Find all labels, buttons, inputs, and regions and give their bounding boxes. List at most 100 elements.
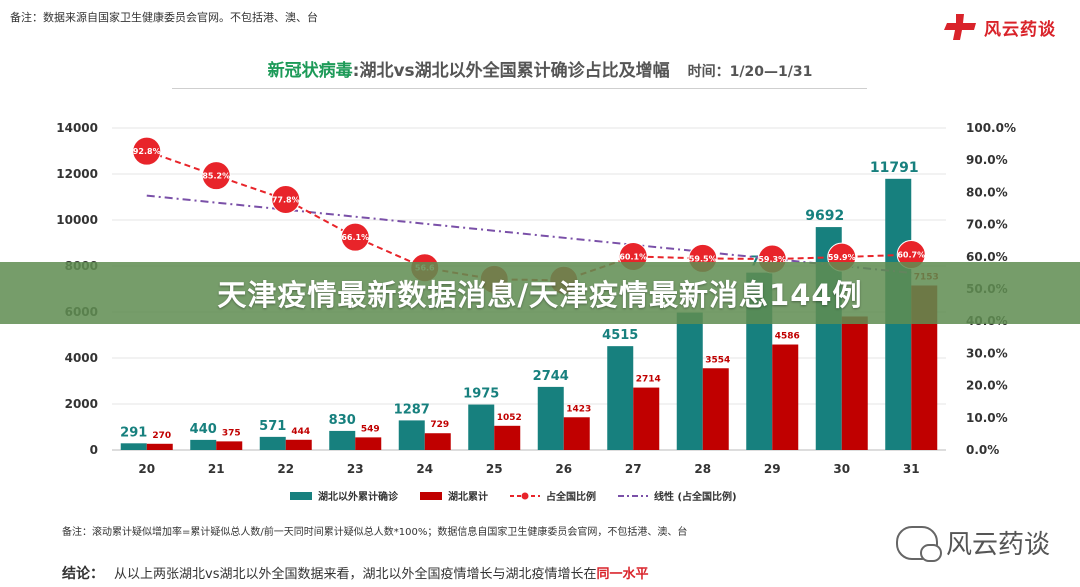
data-label-outside-hubei: 11791 (870, 160, 919, 176)
x-tick-label: 26 (555, 462, 572, 476)
data-label-outside-hubei: 830 (329, 413, 356, 428)
y-right-tick-label: 100.0% (966, 121, 1016, 135)
bar-hubei (216, 441, 243, 450)
banner-text: 天津疫情最新数据消息/天津疫情最新消息144例 (217, 278, 863, 312)
bar-outside-hubei (120, 443, 147, 450)
wechat-icon (895, 525, 942, 562)
title-main: :湖北vs湖北以外全国累计确诊占比及增幅 (352, 61, 670, 81)
bar-outside-hubei (607, 346, 634, 450)
overlay-banner: 天津疫情最新数据消息/天津疫情最新消息144例 (0, 262, 1080, 324)
bar-hubei (285, 439, 312, 450)
x-tick-label: 29 (764, 462, 781, 476)
bar-outside-hubei (398, 420, 425, 450)
y-left-tick-label: 0 (90, 443, 98, 457)
x-tick-label: 20 (138, 462, 155, 476)
y-right-tick-label: 20.0% (966, 379, 1008, 393)
legend-swatch-red (420, 491, 442, 500)
data-label-outside-hubei: 291 (120, 425, 147, 440)
ratio-point (271, 184, 301, 214)
bar-outside-hubei (468, 404, 495, 450)
y-left-tick-label: 12000 (56, 167, 98, 181)
bar-hubei (702, 368, 729, 450)
conclusion: 结论： 从以上两张湖北vs湖北以外全国数据来看，湖北以外全国疫情增长与湖北疫情增长… (62, 563, 648, 583)
legend-item-outside-hubei: 湖北以外累计确诊 (290, 488, 398, 503)
data-label-hubei: 270 (152, 431, 171, 441)
ratio-point-label: 60.1% (619, 252, 647, 261)
ratio-point-label: 59.9% (828, 253, 856, 262)
data-label-outside-hubei: 9692 (805, 208, 844, 224)
data-label-hubei: 729 (430, 420, 449, 430)
brand-cross-icon (944, 14, 976, 40)
x-tick-label: 22 (277, 462, 294, 476)
ratio-point (201, 161, 231, 191)
ratio-point-label: 66.1% (341, 233, 369, 242)
bar-hubei (494, 425, 521, 450)
bar-outside-hubei (537, 386, 564, 450)
x-tick-label: 23 (347, 462, 364, 476)
title-time: 时间：1/20—1/31 (687, 64, 813, 80)
bar-hubei (563, 417, 590, 450)
data-label-hubei: 444 (291, 427, 310, 437)
brand-name: 风云药谈 (984, 19, 1056, 40)
chart-title: 新冠状病毒:湖北vs湖北以外全国累计确诊占比及增幅 时间：1/20—1/31 (0, 56, 1080, 81)
legend-label-ratio: 占全国比例 (546, 492, 596, 503)
data-label-outside-hubei: 440 (190, 422, 217, 437)
data-label-outside-hubei: 571 (259, 419, 286, 434)
y-right-tick-label: 90.0% (966, 153, 1008, 167)
data-label-outside-hubei: 2744 (533, 369, 569, 384)
legend-ratio-icon (510, 492, 540, 499)
x-tick-label: 25 (486, 462, 503, 476)
data-label-hubei: 2714 (636, 375, 661, 385)
watermark-text: 风云药谈 (945, 530, 1050, 560)
chart-legend: 湖北以外累计确诊 湖北累计 占全国比例 线性 (占全国比例) (290, 488, 737, 503)
ratio-point-label: 92.8% (133, 147, 161, 156)
y-left-tick-label: 14000 (56, 121, 98, 135)
ratio-point-label: 60.7% (897, 251, 925, 260)
data-label-outside-hubei: 1287 (394, 402, 430, 417)
y-right-tick-label: 0.0% (966, 443, 999, 457)
x-tick-label: 31 (903, 462, 920, 476)
bar-outside-hubei (329, 430, 356, 450)
conclusion-highlight: 同一水平 (596, 567, 649, 582)
y-right-tick-label: 30.0% (966, 346, 1008, 360)
data-label-hubei: 1423 (566, 404, 591, 414)
trend-line (146, 194, 912, 274)
ratio-point (132, 136, 162, 166)
legend-trend-icon (618, 494, 648, 497)
y-right-tick-label: 60.0% (966, 250, 1008, 264)
ratio-point-label: 59.3% (758, 255, 786, 264)
x-tick-label: 28 (694, 462, 711, 476)
legend-item-hubei: 湖北累计 (420, 488, 488, 503)
ratio-point-label: 77.8% (272, 195, 300, 204)
data-label-hubei: 1052 (497, 413, 522, 423)
bar-outside-hubei (676, 312, 703, 450)
bar-hubei (146, 443, 173, 450)
bar-outside-hubei (259, 436, 286, 450)
legend-label-hubei: 湖北累计 (448, 492, 488, 503)
y-left-tick-label: 10000 (56, 213, 98, 227)
bar-hubei (355, 437, 382, 450)
title-virus: 新冠状病毒 (267, 61, 353, 81)
data-label-hubei: 375 (222, 428, 241, 438)
y-left-tick-label: 4000 (65, 351, 98, 365)
bar-hubei (424, 433, 451, 450)
conclusion-text: 从以上两张湖北vs湖北以外全国数据来看，湖北以外全国疫情增长与湖北疫情增长在 (114, 567, 597, 582)
x-tick-label: 24 (416, 462, 433, 476)
ratio-point-label: 59.5% (689, 254, 717, 263)
bar-outside-hubei (190, 439, 217, 450)
x-tick-label: 27 (625, 462, 642, 476)
data-label-hubei: 3554 (705, 355, 730, 365)
ratio-point-label: 85.2% (202, 172, 230, 181)
legend-label-trend: 线性 (占全国比例) (654, 492, 737, 503)
data-label-outside-hubei: 1975 (463, 387, 499, 402)
bar-hubei (772, 344, 799, 450)
y-right-tick-label: 80.0% (966, 185, 1008, 199)
conclusion-label: 结论： (62, 566, 104, 582)
legend-item-trend: 线性 (占全国比例) (618, 488, 737, 503)
y-left-tick-label: 2000 (65, 397, 98, 411)
source-note: 备注：数据来源自国家卫生健康委员会官网。不包括港、澳、台 (10, 11, 318, 24)
data-label-hubei: 4586 (775, 332, 800, 342)
wechat-watermark: 风云药谈 (895, 524, 1050, 562)
bar-hubei (633, 387, 660, 450)
brand-logo: 风云药谈 (942, 12, 1056, 42)
